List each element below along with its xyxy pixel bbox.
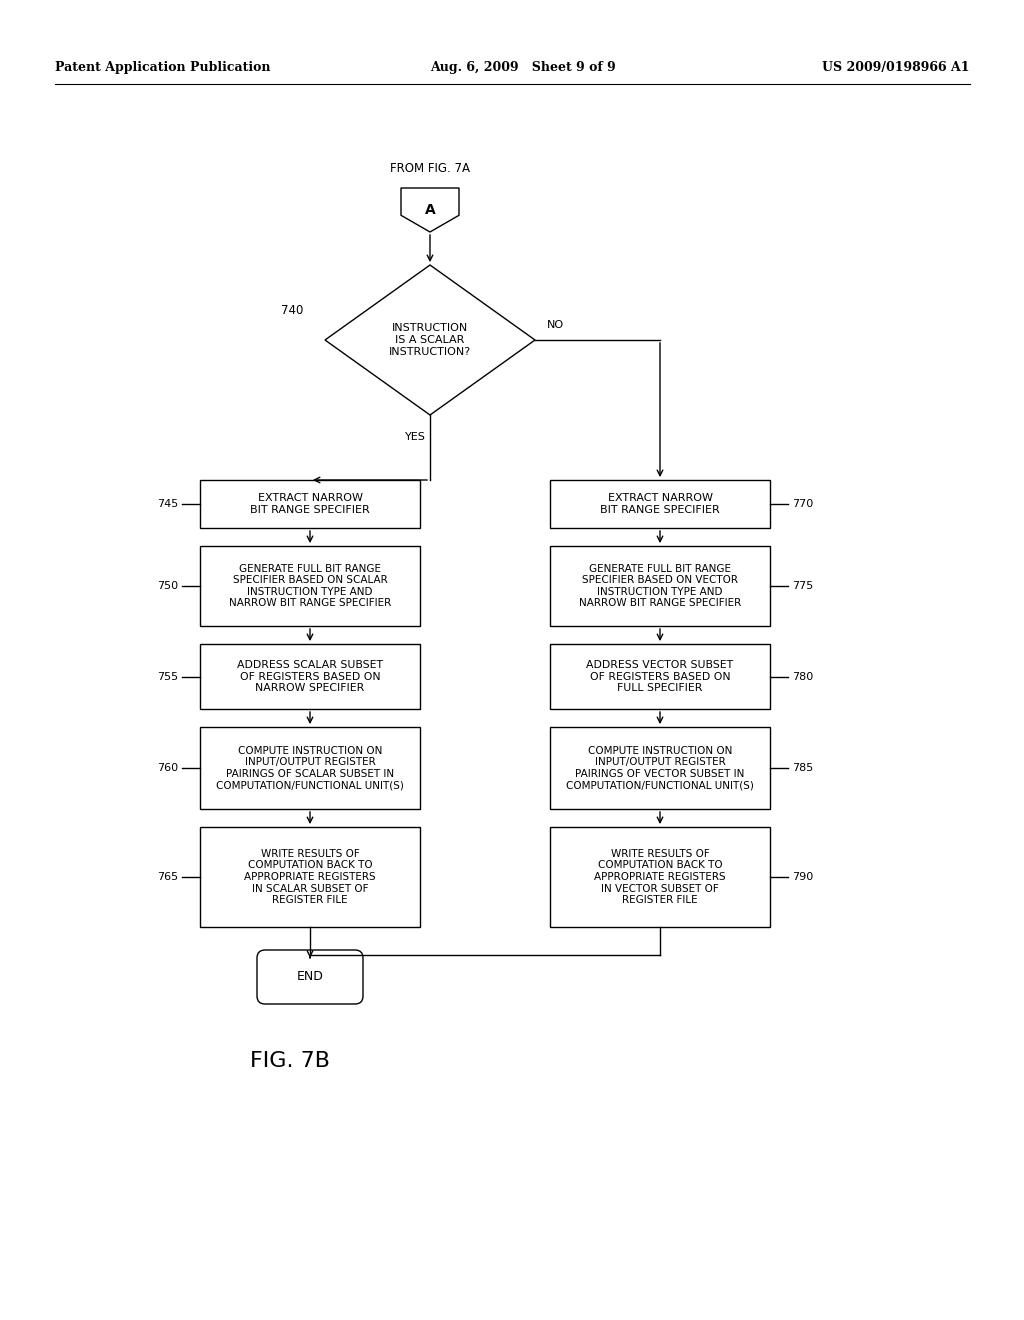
FancyBboxPatch shape <box>550 828 770 927</box>
FancyBboxPatch shape <box>200 828 420 927</box>
Text: GENERATE FULL BIT RANGE
SPECIFIER BASED ON SCALAR
INSTRUCTION TYPE AND
NARROW BI: GENERATE FULL BIT RANGE SPECIFIER BASED … <box>229 564 391 609</box>
Text: EXTRACT NARROW
BIT RANGE SPECIFIER: EXTRACT NARROW BIT RANGE SPECIFIER <box>600 494 720 515</box>
FancyBboxPatch shape <box>200 644 420 709</box>
Text: 765: 765 <box>157 873 178 882</box>
FancyBboxPatch shape <box>200 727 420 809</box>
Polygon shape <box>401 187 459 232</box>
FancyBboxPatch shape <box>200 480 420 528</box>
Text: NO: NO <box>547 319 564 330</box>
Text: Aug. 6, 2009   Sheet 9 of 9: Aug. 6, 2009 Sheet 9 of 9 <box>430 62 615 74</box>
Text: GENERATE FULL BIT RANGE
SPECIFIER BASED ON VECTOR
INSTRUCTION TYPE AND
NARROW BI: GENERATE FULL BIT RANGE SPECIFIER BASED … <box>579 564 741 609</box>
Text: ADDRESS SCALAR SUBSET
OF REGISTERS BASED ON
NARROW SPECIFIER: ADDRESS SCALAR SUBSET OF REGISTERS BASED… <box>237 660 383 693</box>
Text: 740: 740 <box>281 304 303 317</box>
Text: 780: 780 <box>792 672 813 681</box>
Text: END: END <box>297 970 324 983</box>
FancyBboxPatch shape <box>200 546 420 626</box>
Text: 775: 775 <box>792 581 813 591</box>
Text: 745: 745 <box>157 499 178 510</box>
Text: 770: 770 <box>792 499 813 510</box>
FancyBboxPatch shape <box>257 950 362 1005</box>
FancyBboxPatch shape <box>550 644 770 709</box>
Text: WRITE RESULTS OF
COMPUTATION BACK TO
APPROPRIATE REGISTERS
IN SCALAR SUBSET OF
R: WRITE RESULTS OF COMPUTATION BACK TO APP… <box>244 849 376 906</box>
Text: 785: 785 <box>792 763 813 774</box>
Text: 755: 755 <box>157 672 178 681</box>
Text: A: A <box>425 203 435 216</box>
Text: 750: 750 <box>157 581 178 591</box>
Text: 790: 790 <box>792 873 813 882</box>
Polygon shape <box>325 265 535 414</box>
FancyBboxPatch shape <box>550 480 770 528</box>
FancyBboxPatch shape <box>550 727 770 809</box>
Text: FROM FIG. 7A: FROM FIG. 7A <box>390 161 470 174</box>
Text: COMPUTE INSTRUCTION ON
INPUT/OUTPUT REGISTER
PAIRINGS OF VECTOR SUBSET IN
COMPUT: COMPUTE INSTRUCTION ON INPUT/OUTPUT REGI… <box>566 746 754 791</box>
Text: US 2009/0198966 A1: US 2009/0198966 A1 <box>822 62 970 74</box>
Text: 760: 760 <box>157 763 178 774</box>
Text: WRITE RESULTS OF
COMPUTATION BACK TO
APPROPRIATE REGISTERS
IN VECTOR SUBSET OF
R: WRITE RESULTS OF COMPUTATION BACK TO APP… <box>594 849 726 906</box>
Text: YES: YES <box>404 432 425 442</box>
Text: Patent Application Publication: Patent Application Publication <box>55 62 270 74</box>
Text: INSTRUCTION
IS A SCALAR
INSTRUCTION?: INSTRUCTION IS A SCALAR INSTRUCTION? <box>389 323 471 356</box>
Text: ADDRESS VECTOR SUBSET
OF REGISTERS BASED ON
FULL SPECIFIER: ADDRESS VECTOR SUBSET OF REGISTERS BASED… <box>587 660 733 693</box>
Text: EXTRACT NARROW
BIT RANGE SPECIFIER: EXTRACT NARROW BIT RANGE SPECIFIER <box>250 494 370 515</box>
Text: COMPUTE INSTRUCTION ON
INPUT/OUTPUT REGISTER
PAIRINGS OF SCALAR SUBSET IN
COMPUT: COMPUTE INSTRUCTION ON INPUT/OUTPUT REGI… <box>216 746 403 791</box>
Text: FIG. 7B: FIG. 7B <box>250 1051 330 1071</box>
FancyBboxPatch shape <box>550 546 770 626</box>
